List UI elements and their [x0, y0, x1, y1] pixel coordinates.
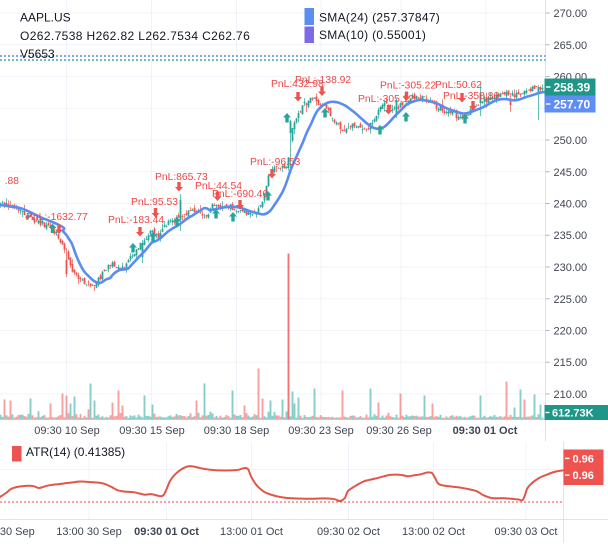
- svg-text:257.70: 257.70: [554, 98, 591, 112]
- svg-text:O262.7538 H262.82 L262.7534 C2: O262.7538 H262.82 L262.7534 C262.76: [20, 29, 250, 43]
- svg-text:09:30 01 Oct: 09:30 01 Oct: [134, 526, 199, 538]
- svg-text:13:00 30 Sep: 13:00 30 Sep: [56, 526, 121, 538]
- svg-text:240.00: 240.00: [554, 199, 588, 211]
- svg-text:09:30 23 Sep: 09:30 23 Sep: [288, 425, 353, 437]
- svg-text:265.00: 265.00: [554, 40, 588, 52]
- svg-text:09:30 10 Sep: 09:30 10 Sep: [34, 425, 99, 437]
- svg-text:PnL:-1632.77: PnL:-1632.77: [26, 212, 88, 223]
- svg-text:SMA(10) (0.55001): SMA(10) (0.55001): [319, 28, 426, 42]
- svg-text:215.00: 215.00: [554, 357, 588, 369]
- svg-text:PnL:95.53: PnL:95.53: [131, 197, 178, 208]
- svg-text:AAPL.US: AAPL.US: [20, 10, 71, 24]
- svg-text:PnL:-690.46: PnL:-690.46: [212, 189, 268, 200]
- svg-text:09:30 03 Oct: 09:30 03 Oct: [495, 526, 558, 538]
- svg-text:13:00 02 Oct: 13:00 02 Oct: [402, 526, 465, 538]
- svg-text:0.96: 0.96: [573, 470, 594, 482]
- svg-text:09:30 01 Oct: 09:30 01 Oct: [453, 425, 518, 437]
- svg-text:250.00: 250.00: [554, 135, 588, 147]
- svg-text:V5653: V5653: [20, 47, 55, 61]
- svg-text:.88: .88: [5, 176, 20, 187]
- svg-text:225.00: 225.00: [554, 294, 588, 306]
- svg-text:210.00: 210.00: [554, 389, 588, 401]
- svg-text:09:30 15 Sep: 09:30 15 Sep: [119, 425, 184, 437]
- svg-text:09:30 30 Sep: 09:30 30 Sep: [0, 526, 35, 538]
- svg-text:PnL:50.62: PnL:50.62: [435, 80, 482, 91]
- svg-text:0.96: 0.96: [573, 453, 594, 465]
- svg-text:13:00 01 Oct: 13:00 01 Oct: [220, 526, 283, 538]
- svg-text:PnL:-305.12: PnL:-305.12: [358, 94, 414, 105]
- svg-text:235.00: 235.00: [554, 230, 588, 242]
- svg-text:09:30 02 Oct: 09:30 02 Oct: [317, 526, 380, 538]
- svg-text:PnL:-358.86: PnL:-358.86: [443, 91, 499, 102]
- svg-text:SMA(24) (257.37847): SMA(24) (257.37847): [319, 10, 440, 24]
- svg-text:PnL:-138.92: PnL:-138.92: [295, 75, 351, 86]
- svg-text:PnL:-183.44: PnL:-183.44: [108, 215, 164, 226]
- svg-text:230.00: 230.00: [554, 262, 588, 274]
- svg-text:PnL:-96.53: PnL:-96.53: [250, 157, 301, 168]
- svg-text:245.00: 245.00: [554, 167, 588, 179]
- svg-text:ATR(14) (0.41385): ATR(14) (0.41385): [26, 445, 125, 459]
- svg-text:220.00: 220.00: [554, 326, 588, 338]
- svg-text:258.39: 258.39: [554, 81, 591, 95]
- svg-text:PnL:-305.22: PnL:-305.22: [380, 81, 436, 92]
- svg-text:09:30 18 Sep: 09:30 18 Sep: [204, 425, 269, 437]
- svg-text:270.00: 270.00: [554, 8, 588, 20]
- svg-text:09:30 26 Sep: 09:30 26 Sep: [366, 425, 431, 437]
- svg-text:612.73K: 612.73K: [552, 408, 594, 420]
